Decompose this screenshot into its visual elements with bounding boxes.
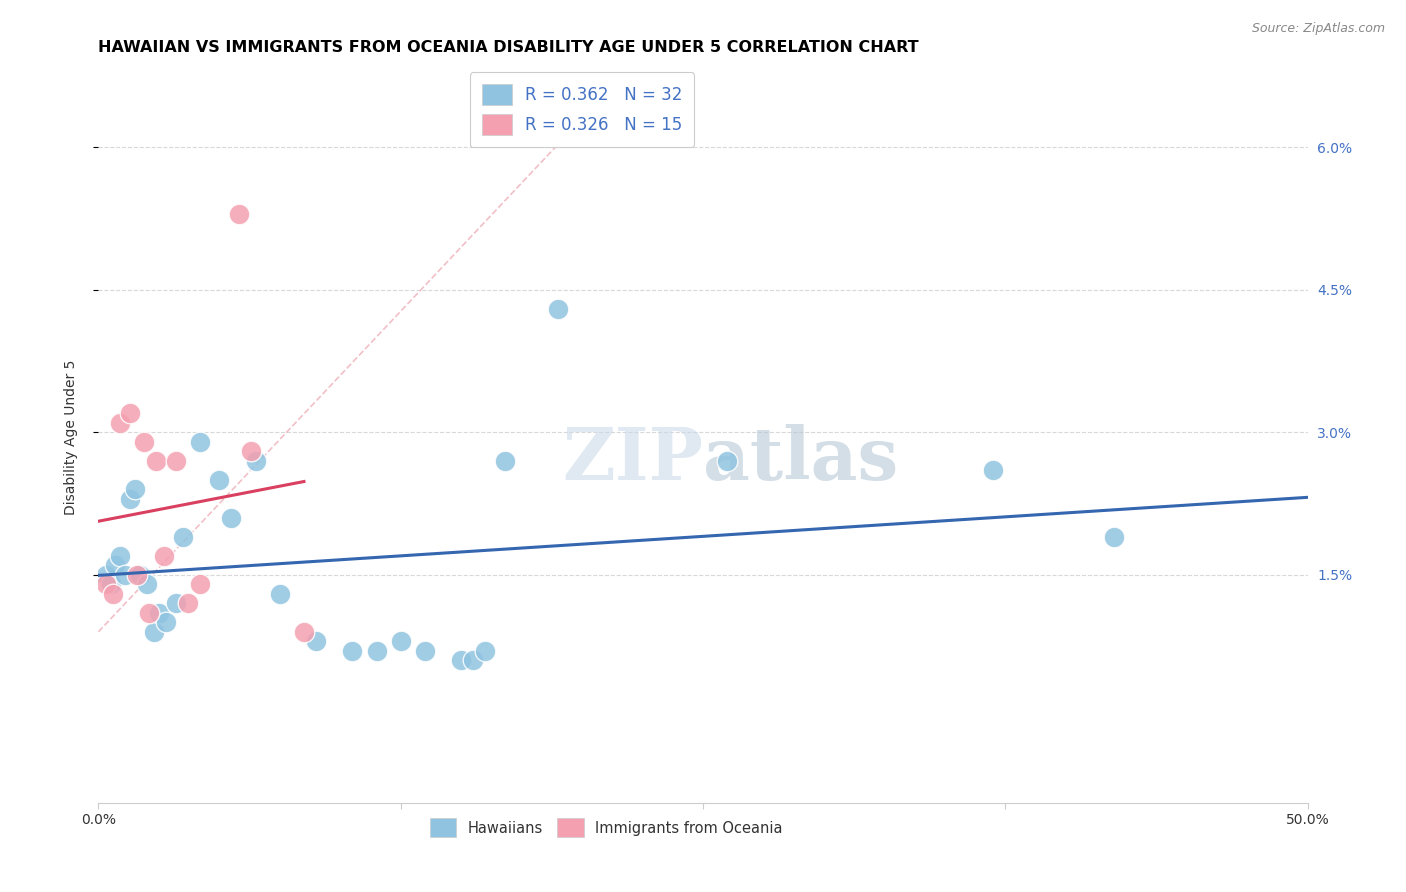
Point (450, 653, 472, 667)
Point (134, 434, 156, 449)
Point (981, 463, 1004, 477)
Point (188, 434, 211, 449)
Point (145, 454, 167, 468)
Point (239, 444, 262, 458)
Point (94, 567, 117, 582)
Point (152, 549, 174, 563)
Point (463, 653, 485, 667)
Point (108, 416, 131, 430)
Point (269, 587, 291, 601)
Point (108, 549, 131, 563)
Point (494, 454, 516, 468)
Point (177, 596, 200, 610)
Point (366, 644, 388, 658)
Text: HAWAIIAN VS IMMIGRANTS FROM OCEANIA DISABILITY AGE UNDER 5 CORRELATION CHART: HAWAIIAN VS IMMIGRANTS FROM OCEANIA DISA… (98, 40, 920, 55)
Point (221, 511, 243, 525)
Point (155, 615, 177, 630)
Point (188, 577, 211, 591)
Point (165, 454, 187, 468)
Text: ZIP: ZIP (562, 424, 703, 494)
Text: atlas: atlas (703, 424, 898, 494)
Point (208, 473, 231, 487)
Point (94, 577, 117, 591)
Point (101, 587, 124, 601)
Y-axis label: Disability Age Under 5: Disability Age Under 5 (63, 359, 77, 515)
Point (143, 624, 166, 639)
Point (716, 454, 738, 468)
Point (100, 577, 122, 591)
Text: Source: ZipAtlas.com: Source: ZipAtlas.com (1251, 22, 1385, 36)
Point (138, 606, 160, 620)
Point (118, 491, 141, 506)
Point (245, 454, 267, 468)
Point (342, 644, 364, 658)
Point (292, 624, 315, 639)
Point (104, 558, 127, 573)
Point (128, 567, 150, 582)
Point (135, 577, 157, 591)
Point (413, 644, 436, 658)
Point (547, 301, 569, 316)
Point (1102, 530, 1125, 544)
Point (389, 634, 412, 648)
Point (172, 530, 194, 544)
Point (474, 644, 496, 658)
Point (124, 483, 146, 497)
Point (305, 634, 328, 648)
Point (127, 567, 149, 582)
Point (114, 567, 136, 582)
Legend: Hawaiians, Immigrants from Oceania: Hawaiians, Immigrants from Oceania (423, 813, 789, 843)
Point (228, 207, 250, 221)
Point (165, 596, 187, 610)
Point (148, 606, 170, 620)
Point (118, 406, 141, 420)
